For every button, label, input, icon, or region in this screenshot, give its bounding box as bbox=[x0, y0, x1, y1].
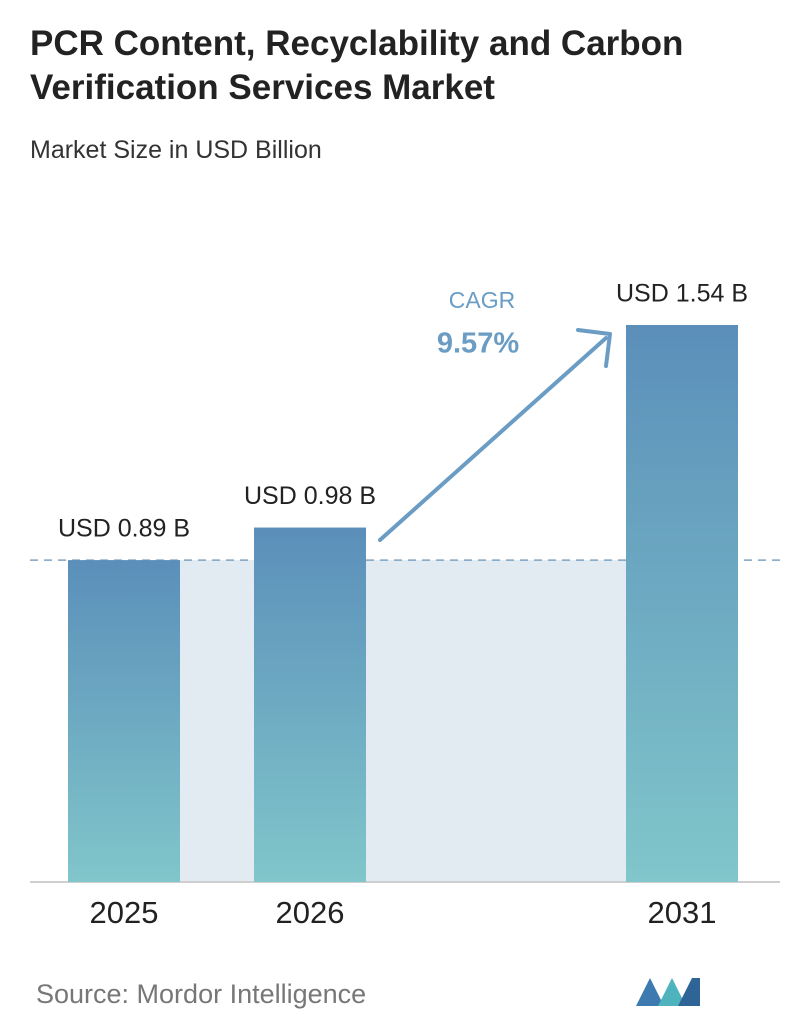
value-label: USD 0.98 B bbox=[244, 482, 376, 510]
x-tick-label: 2025 bbox=[90, 895, 159, 930]
reference-area bbox=[180, 560, 626, 882]
x-tick-label: 2031 bbox=[648, 895, 717, 930]
bar bbox=[626, 325, 738, 882]
x-tick-label: 2026 bbox=[276, 895, 345, 930]
logo bbox=[636, 978, 700, 1006]
cagr-arrow-head bbox=[576, 328, 612, 368]
cagr-label: CAGR bbox=[449, 287, 515, 313]
source: Source: Mordor Intelligence bbox=[36, 979, 366, 1009]
bar bbox=[254, 527, 366, 882]
value-label: USD 0.89 B bbox=[58, 515, 190, 543]
bar bbox=[68, 560, 180, 882]
chart-title: PCR Content, Recyclability and Carbon Ve… bbox=[30, 24, 684, 107]
cagr-arrow bbox=[378, 336, 608, 542]
cagr-value: 9.57% bbox=[437, 328, 519, 360]
value-label: USD 1.54 B bbox=[616, 280, 748, 308]
chart-subtitle: Market Size in USD Billion bbox=[30, 136, 322, 164]
